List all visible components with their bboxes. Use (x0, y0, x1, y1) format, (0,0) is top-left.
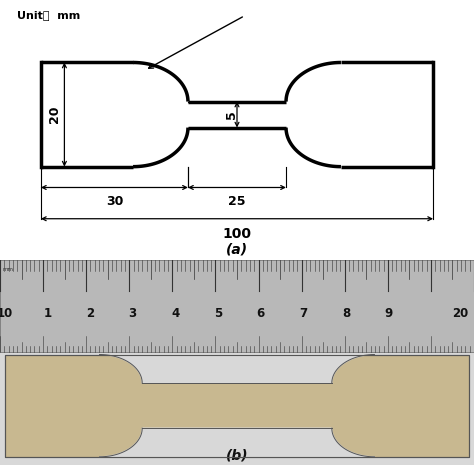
Text: (b): (b) (226, 449, 248, 463)
Text: 25: 25 (228, 195, 246, 208)
Text: 20: 20 (452, 307, 468, 320)
Text: 9: 9 (384, 307, 393, 320)
Bar (5, 354, 469, 457)
Polygon shape (100, 428, 374, 457)
Text: 3: 3 (128, 307, 137, 320)
Text: 30: 30 (106, 195, 123, 208)
Text: 1: 1 (43, 307, 52, 320)
Bar (5, 354, 469, 457)
Text: 7: 7 (299, 307, 308, 320)
Text: 8: 8 (342, 307, 350, 320)
Polygon shape (100, 354, 374, 383)
Text: 100: 100 (222, 226, 252, 240)
Text: 2: 2 (86, 307, 94, 320)
Bar (0, 260, 474, 352)
Text: mm: mm (2, 266, 13, 272)
Text: Unit：  mm: Unit： mm (18, 10, 81, 20)
Text: 4: 4 (171, 307, 180, 320)
Text: 5: 5 (214, 307, 222, 320)
Text: (a): (a) (226, 243, 248, 257)
Text: 6: 6 (256, 307, 265, 320)
Text: 20: 20 (48, 106, 61, 123)
Text: 10: 10 (0, 307, 13, 320)
Text: 5: 5 (225, 110, 237, 119)
